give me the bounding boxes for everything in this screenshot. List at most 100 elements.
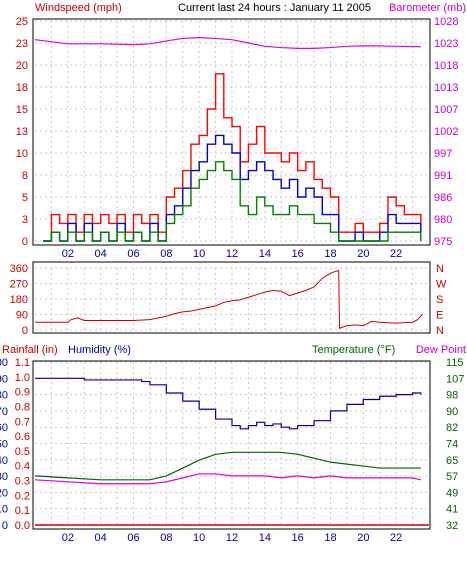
barometer-series	[34, 37, 421, 49]
wind-gust-series	[43, 73, 422, 242]
rainfall-tick-label: 0.9	[15, 387, 30, 399]
direction-degree-tick-label: 90	[16, 310, 28, 322]
x-tick-label-bottom: 18	[324, 532, 336, 544]
direction-compass-tick-label: S	[436, 294, 443, 306]
humidity-tick-label: 70	[0, 406, 8, 418]
windspeed-tick-label: 20	[16, 60, 28, 72]
wind-direction-series	[35, 269, 423, 329]
temperature-tick-label: 41	[446, 504, 458, 516]
barometer-tick-label: 1007	[434, 104, 458, 116]
dewpoint-axis-title: Dew Point	[416, 344, 466, 356]
rainfall-tick-label: 0.8	[15, 401, 30, 413]
temperature-axis-title: Temperature (°F)	[312, 344, 395, 356]
rainfall-tick-label: 0.6	[15, 431, 30, 443]
windspeed-tick-label: 13	[16, 126, 28, 138]
rainfall-tick-label: 1.0	[15, 372, 30, 384]
barometer-axis-title: Barometer (mb)	[389, 2, 466, 14]
humidity-axis-title: Humidity (%)	[68, 344, 131, 356]
direction-degree-tick-label: 360	[10, 263, 28, 275]
rainfall-tick-label: 0.1	[15, 505, 30, 517]
windspeed-tick-label: 10	[16, 148, 28, 160]
temperature-tick-label: 32	[446, 520, 458, 532]
humidity-tick-label: 80	[0, 390, 8, 402]
x-tick-label-wind: 18	[324, 248, 336, 260]
direction-compass-tick-label: W	[436, 279, 447, 291]
x-tick-label-wind: 14	[259, 248, 271, 260]
windspeed-tick-label: 0	[22, 236, 28, 248]
x-tick-label-wind: 04	[95, 248, 107, 260]
temperature-tick-label: 74	[446, 439, 458, 451]
direction-degree-tick-label: 0	[22, 325, 28, 337]
windspeed-tick-label: 5	[22, 192, 28, 204]
x-tick-label-wind: 16	[292, 248, 304, 260]
barometer-tick-label: 1013	[434, 82, 458, 94]
windspeed-tick-label: 23	[16, 38, 28, 50]
barometer-tick-label: 1023	[434, 38, 458, 50]
humidity-tick-label: 10	[0, 504, 8, 516]
x-tick-label-wind: 08	[160, 248, 172, 260]
windspeed-axis-title: Windspeed (mph)	[35, 2, 122, 14]
barometer-tick-label: 1002	[434, 126, 458, 138]
x-tick-label-wind: 02	[62, 248, 74, 260]
x-tick-label-wind: 10	[193, 248, 205, 260]
temperature-tick-label: 115	[446, 357, 464, 369]
humidity-tick-label: 60	[0, 422, 8, 434]
barometer-tick-label: 1018	[434, 60, 458, 72]
x-tick-label-wind: 20	[357, 248, 369, 260]
tick-labels: 0358101315182023259759809869919971002100…	[0, 16, 464, 544]
x-tick-label-bottom: 02	[62, 532, 74, 544]
humidity-tick-label: 20	[0, 487, 8, 499]
x-tick-label-wind: 22	[390, 248, 402, 260]
series-layer	[34, 37, 429, 526]
humidity-tick-label: 40	[0, 455, 8, 467]
humidity-tick-label: 100	[0, 357, 8, 369]
temperature-tick-label: 49	[446, 487, 458, 499]
rainfall-axis-title: Rainfall (in)	[2, 344, 58, 356]
direction-compass-tick-label: N	[436, 325, 444, 337]
humidity-tick-label: 50	[0, 439, 8, 451]
dewpoint-series	[34, 473, 421, 485]
windspeed-tick-label: 8	[22, 170, 28, 182]
temperature-tick-label: 98	[446, 390, 458, 402]
windspeed-tick-label: 3	[22, 214, 28, 226]
temperature-tick-label: 65	[446, 455, 458, 467]
humidity-tick-label: 90	[0, 373, 8, 385]
windspeed-tick-label: 15	[16, 104, 28, 116]
rainfall-tick-label: 0.7	[15, 416, 30, 428]
rainfall-tick-label: 0.2	[15, 490, 30, 502]
rainfall-tick-label: 0.0	[15, 520, 30, 532]
x-tick-label-bottom: 14	[259, 532, 271, 544]
rainfall-tick-label: 1.1	[15, 357, 30, 369]
x-tick-label-bottom: 20	[357, 532, 369, 544]
rainfall-tick-label: 0.4	[15, 461, 30, 473]
direction-compass-tick-label: N	[436, 263, 444, 275]
barometer-tick-label: 986	[434, 192, 452, 204]
x-tick-label-bottom: 12	[226, 532, 238, 544]
temperature-series	[34, 451, 421, 481]
rainfall-tick-label: 0.3	[15, 476, 30, 488]
x-tick-label-wind: 06	[127, 248, 139, 260]
humidity-tick-label: 0	[2, 520, 8, 532]
barometer-tick-label: 1028	[434, 16, 458, 28]
humidity-series	[35, 377, 422, 430]
barometer-tick-label: 975	[434, 236, 452, 248]
temperature-tick-label: 57	[446, 471, 458, 483]
temperature-tick-label: 107	[446, 373, 464, 385]
x-tick-label-bottom: 08	[160, 532, 172, 544]
humidity-tick-label: 30	[0, 471, 8, 483]
direction-degree-tick-label: 180	[10, 294, 28, 306]
chart-title: Current last 24 hours : January 11 2005	[178, 2, 371, 14]
temperature-tick-label: 82	[446, 422, 458, 434]
barometer-tick-label: 980	[434, 214, 452, 226]
direction-degree-tick-label: 270	[10, 279, 28, 291]
wind-average-series	[43, 161, 422, 242]
barometer-tick-label: 997	[434, 148, 452, 160]
x-tick-label-bottom: 22	[390, 532, 402, 544]
direction-compass-tick-label: E	[436, 310, 443, 322]
windspeed-tick-label: 25	[16, 16, 28, 28]
temperature-tick-label: 90	[446, 406, 458, 418]
x-tick-label-bottom: 06	[127, 532, 139, 544]
grid-lines	[35, 20, 429, 526]
